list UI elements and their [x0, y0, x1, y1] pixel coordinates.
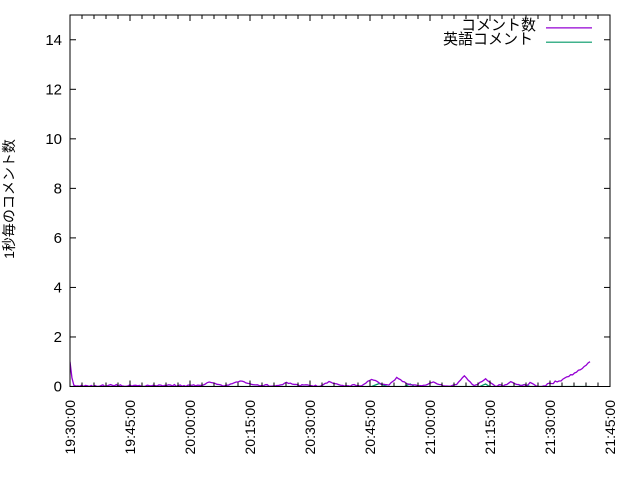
svg-text:8: 8 — [54, 180, 62, 197]
svg-text:4: 4 — [54, 279, 62, 296]
svg-text:21:45:00: 21:45:00 — [602, 400, 618, 455]
svg-text:21:15:00: 21:15:00 — [482, 400, 498, 455]
svg-text:14: 14 — [45, 32, 62, 49]
svg-text:1秒毎のコメント数: 1秒毎のコメント数 — [1, 139, 17, 259]
svg-text:10: 10 — [45, 131, 62, 148]
svg-text:21:00:00: 21:00:00 — [422, 400, 438, 455]
svg-text:20:45:00: 20:45:00 — [362, 400, 378, 455]
svg-text:2: 2 — [54, 329, 62, 346]
svg-text:19:45:00: 19:45:00 — [122, 400, 138, 455]
svg-text:20:30:00: 20:30:00 — [302, 400, 318, 455]
svg-text:20:00:00: 20:00:00 — [182, 400, 198, 455]
svg-text:19:30:00: 19:30:00 — [62, 400, 78, 455]
svg-text:12: 12 — [45, 81, 62, 98]
svg-text:英語コメント: 英語コメント — [443, 30, 533, 48]
svg-text:20:15:00: 20:15:00 — [242, 400, 258, 455]
svg-text:21:30:00: 21:30:00 — [542, 400, 558, 455]
svg-text:0: 0 — [54, 379, 62, 396]
svg-text:6: 6 — [54, 230, 62, 247]
